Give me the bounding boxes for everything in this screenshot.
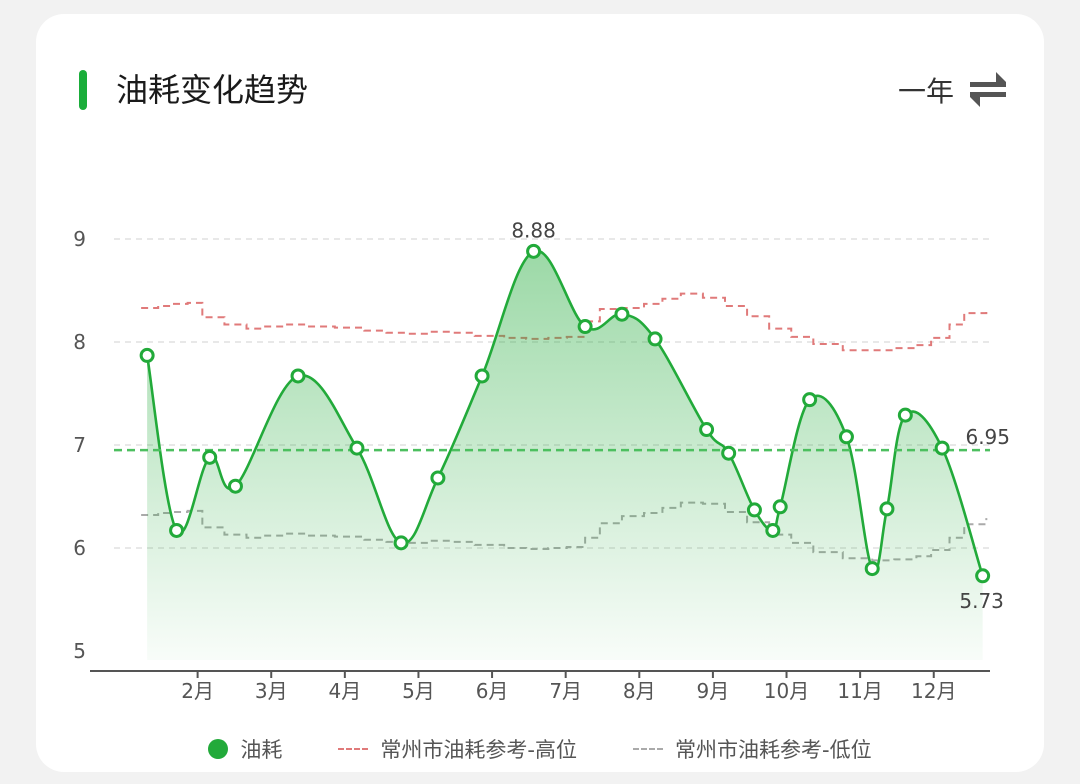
- fuel-data-point[interactable]: [975, 568, 991, 584]
- x-tick-label: 10月: [764, 679, 809, 703]
- card-title: 油耗变化趋势: [116, 71, 309, 109]
- chart-legend: 油耗 常州市油耗参考-高位 常州市油耗参考-低位: [36, 729, 1044, 769]
- fuel-data-point[interactable]: [699, 422, 715, 438]
- legend-dot-fuel: [208, 739, 229, 759]
- fuel-data-point[interactable]: [577, 319, 593, 335]
- fuel-data-point[interactable]: [746, 502, 762, 518]
- x-tick-label: 7月: [549, 679, 582, 703]
- x-tick-label: 9月: [697, 679, 730, 703]
- fuel-data-point[interactable]: [897, 407, 913, 423]
- legend-item-ref-high[interactable]: 常州市油耗参考-高位: [338, 734, 577, 764]
- fuel-data-point[interactable]: [721, 445, 737, 461]
- x-tick-label: 5月: [402, 679, 435, 703]
- fuel-data-point[interactable]: [614, 306, 630, 322]
- fuel-data-point[interactable]: [139, 347, 155, 363]
- fuel-data-point[interactable]: [526, 243, 542, 259]
- x-tick-label: 3月: [255, 679, 288, 703]
- fuel-data-point[interactable]: [765, 522, 781, 538]
- fuel-data-point[interactable]: [647, 331, 663, 347]
- fuel-data-point[interactable]: [772, 499, 788, 515]
- x-tick-label: 8月: [623, 679, 656, 703]
- average-label: 6.95: [965, 425, 1010, 449]
- fuel-area: [147, 250, 983, 660]
- fuel-data-point[interactable]: [430, 470, 446, 486]
- legend-label-ref-high: 常州市油耗参考-高位: [380, 738, 577, 762]
- fuel-data-point[interactable]: [202, 449, 218, 465]
- fuel-data-point[interactable]: [838, 429, 854, 445]
- x-tick-label: 12月: [911, 679, 956, 703]
- fuel-data-point[interactable]: [169, 522, 185, 538]
- legend-dash-ref-low: [633, 748, 663, 750]
- y-tick-label: 8: [73, 330, 86, 354]
- fuel-data-point[interactable]: [864, 561, 880, 577]
- fuel-data-point[interactable]: [227, 478, 243, 494]
- fuel-data-point[interactable]: [290, 368, 306, 384]
- legend-label-ref-low: 常州市油耗参考-低位: [675, 738, 872, 762]
- x-tick-label: 11月: [837, 679, 882, 703]
- fuel-data-point[interactable]: [349, 440, 365, 456]
- swap-arrows-glyph: [970, 72, 1006, 107]
- fuel-data-point[interactable]: [879, 501, 895, 517]
- x-tick-label: 6月: [476, 679, 509, 703]
- point-data-label: 8.88: [511, 218, 556, 242]
- x-tick-label: 4月: [328, 679, 361, 703]
- legend-item-fuel[interactable]: 油耗: [208, 734, 282, 764]
- fuel-data-point[interactable]: [474, 368, 490, 384]
- legend-dash-ref-high: [338, 748, 369, 750]
- point-data-label: 5.73: [959, 589, 1004, 613]
- x-tick-label: 2月: [181, 679, 214, 703]
- fuel-data-point[interactable]: [393, 535, 409, 551]
- y-tick-label: 5: [73, 639, 86, 663]
- period-selector[interactable]: 一年: [897, 75, 954, 108]
- title-accent-bar: [79, 70, 87, 110]
- fuel-data-point[interactable]: [934, 440, 950, 456]
- swap-arrows-icon[interactable]: [966, 68, 1010, 112]
- legend-label-fuel: 油耗: [240, 738, 283, 762]
- y-tick-label: 9: [73, 227, 86, 251]
- legend-item-ref-low[interactable]: 常州市油耗参考-低位: [633, 734, 872, 764]
- fuel-data-point[interactable]: [802, 392, 818, 408]
- y-tick-label: 7: [73, 433, 86, 457]
- y-tick-label: 6: [73, 536, 86, 560]
